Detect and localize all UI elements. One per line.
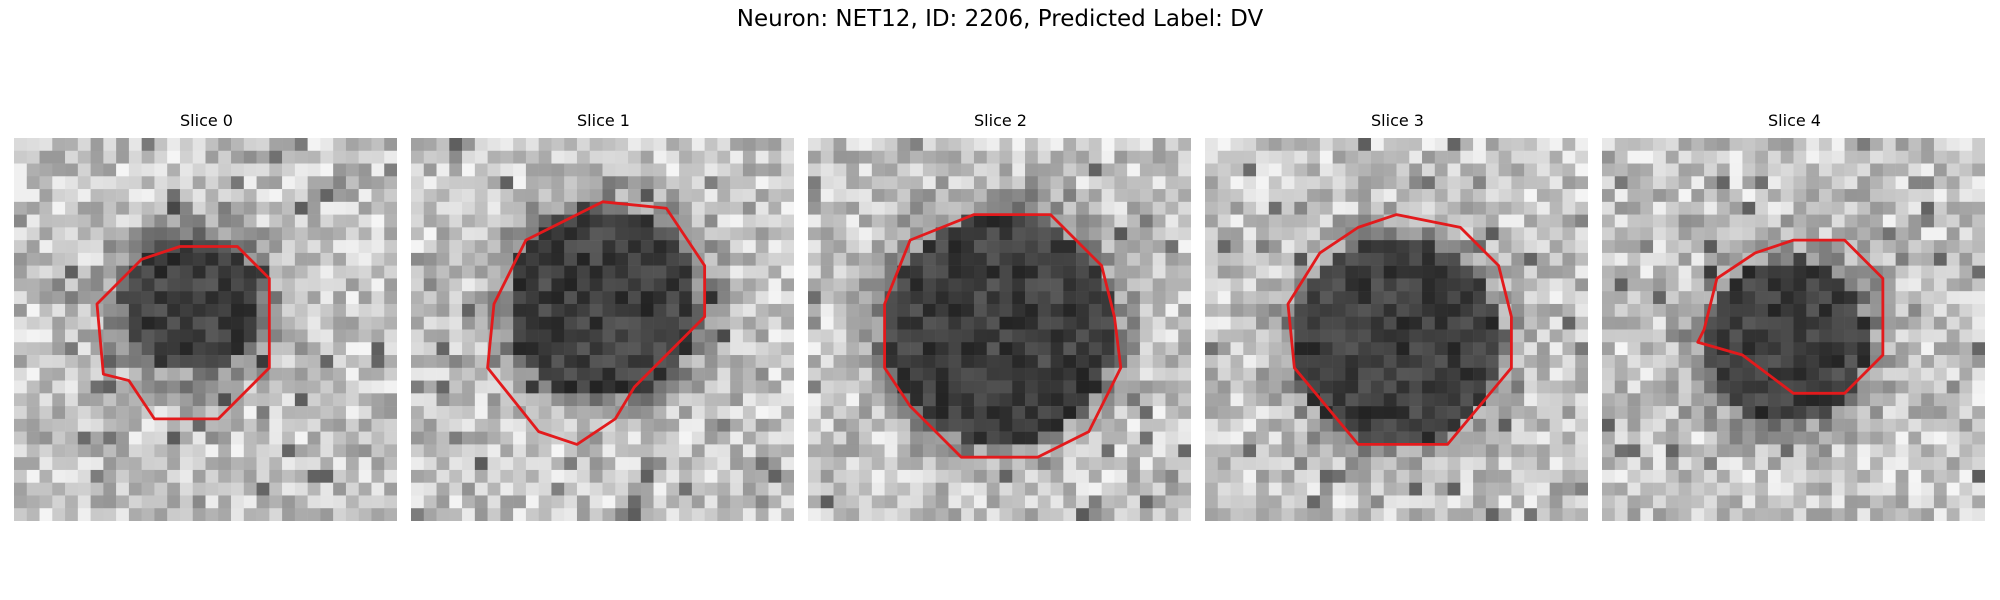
slice-image-1 <box>411 138 794 521</box>
slice-panel-1: Slice 1 <box>411 110 796 521</box>
slice-title: Slice 0 <box>180 111 233 130</box>
slice-panel-0: Slice 0 <box>14 110 399 521</box>
roi-contour <box>1696 238 1885 395</box>
slice-image-0 <box>14 138 397 521</box>
slice-title: Slice 1 <box>577 111 630 130</box>
slice-pixels <box>14 138 397 521</box>
slice-title: Slice 2 <box>974 111 1027 130</box>
slice-pixels <box>808 138 1191 521</box>
slice-image-2 <box>808 138 1191 521</box>
slice-pixels <box>1602 138 1985 521</box>
slice-pixels <box>1205 138 1588 521</box>
slice-pixels <box>411 138 794 521</box>
roi-contour <box>486 200 707 446</box>
slice-title: Slice 3 <box>1371 111 1424 130</box>
slice-panel-4: Slice 4 <box>1602 110 1987 521</box>
slice-image-4 <box>1602 138 1985 521</box>
roi-contour <box>1286 213 1513 446</box>
figure-title: Neuron: NET12, ID: 2206, Predicted Label… <box>736 6 1264 32</box>
slice-panel-2: Slice 2 <box>808 110 1193 521</box>
slice-title: Slice 4 <box>1768 111 1821 130</box>
roi-contour <box>883 213 1123 459</box>
slice-panel-3: Slice 3 <box>1205 110 1590 521</box>
roi-contour <box>95 245 271 421</box>
slice-image-3 <box>1205 138 1588 521</box>
